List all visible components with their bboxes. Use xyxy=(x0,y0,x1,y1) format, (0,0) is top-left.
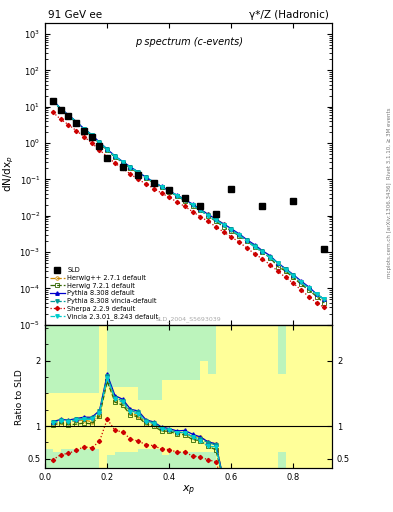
X-axis label: $x_p$: $x_p$ xyxy=(182,484,195,498)
Text: Rivet 3.1.10, ≥ 3M events: Rivet 3.1.10, ≥ 3M events xyxy=(387,108,392,179)
Y-axis label: dN/dx$_p$: dN/dx$_p$ xyxy=(2,156,17,193)
Legend: SLD, Herwig++ 2.7.1 default, Herwig 7.2.1 default, Pythia 8.308 default, Pythia : SLD, Herwig++ 2.7.1 default, Herwig 7.2.… xyxy=(48,266,160,322)
Text: 91 GeV ee: 91 GeV ee xyxy=(48,10,102,20)
Text: γ*/Z (Hadronic): γ*/Z (Hadronic) xyxy=(249,10,329,20)
Text: SLD_2004_S5693039: SLD_2004_S5693039 xyxy=(156,316,222,322)
Text: p spectrum (c-events): p spectrum (c-events) xyxy=(135,37,242,47)
Y-axis label: Ratio to SLD: Ratio to SLD xyxy=(15,369,24,424)
Text: mcplots.cern.ch [arXiv:1306.3436]: mcplots.cern.ch [arXiv:1306.3436] xyxy=(387,183,392,278)
